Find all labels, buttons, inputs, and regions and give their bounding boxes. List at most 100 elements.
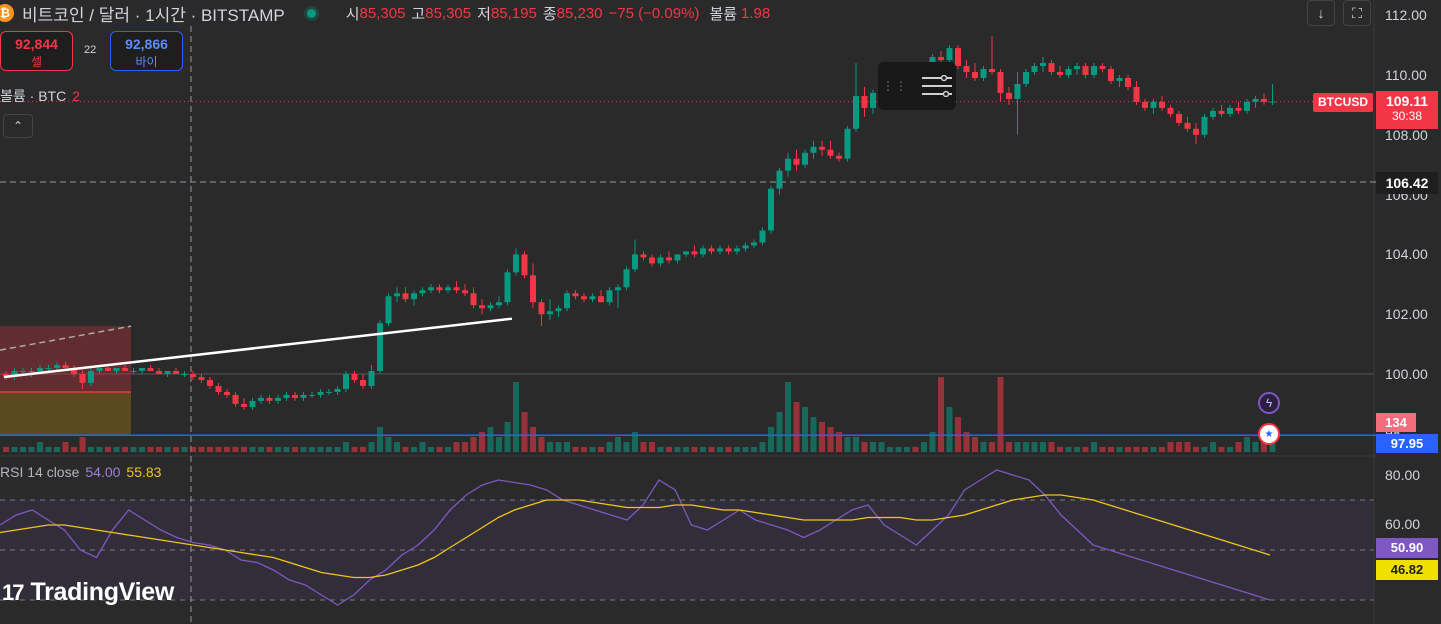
- volume-bar: [547, 442, 553, 452]
- symbol-header: ₿ 비트코인 / 달러 · 1시간 · BITSTAMP 시 85,305 고 85…: [0, 0, 770, 26]
- sell-label: 셀: [30, 55, 43, 69]
- volume-bar: [1269, 437, 1276, 452]
- volume-bar: [1218, 447, 1225, 452]
- candle-body: [360, 379, 366, 386]
- volume-bar: [963, 432, 970, 452]
- candle-body: [20, 371, 26, 373]
- candle-body: [1091, 66, 1097, 75]
- bitcoin-icon: ₿: [0, 4, 14, 22]
- volume-bar: [564, 442, 570, 452]
- volume-bar: [28, 447, 35, 452]
- volume-bar: [538, 437, 545, 452]
- volume-bar: [232, 447, 239, 452]
- event-flash-icon[interactable]: ϟ: [1258, 392, 1280, 414]
- candle-body: [462, 290, 468, 294]
- candle-body: [351, 374, 358, 380]
- volume-bar: [861, 442, 868, 452]
- candle-body: [445, 287, 451, 291]
- candle-body: [241, 403, 247, 407]
- volume-bar: [581, 447, 587, 452]
- volume-bar: [130, 447, 137, 452]
- volume-bar: [1159, 447, 1165, 452]
- bar-countdown: 30:38: [1391, 109, 1423, 123]
- candle-body: [1048, 63, 1055, 73]
- candle-body: [1159, 101, 1165, 108]
- price-axis-label: 108.00: [1385, 127, 1428, 143]
- rsi-legend[interactable]: RSI 14 close 54.00 55.83: [0, 464, 161, 480]
- tradingview-logo-text: TradingView: [30, 578, 174, 606]
- volume-bar: [1125, 447, 1131, 452]
- candle-body: [793, 158, 800, 165]
- candle-body: [1252, 98, 1259, 102]
- volume-bar: [428, 447, 434, 452]
- volume-bar: [751, 447, 757, 452]
- candle-body: [1201, 116, 1208, 135]
- volume-bar: [649, 442, 655, 452]
- candle-body: [1269, 101, 1276, 103]
- volume-legend[interactable]: 볼륨 · BTC 2: [0, 86, 80, 106]
- candle-body: [402, 293, 409, 300]
- candle-body: [266, 397, 273, 401]
- download-button[interactable]: ↓: [1307, 0, 1335, 26]
- volume-bar: [45, 447, 52, 452]
- candle-body: [759, 230, 766, 243]
- candle-body: [96, 368, 103, 372]
- volume-bar: [326, 447, 332, 452]
- candle-body: [62, 365, 69, 369]
- close-value: 85,230: [556, 4, 603, 22]
- candle-body: [283, 394, 290, 398]
- volume-tag: 134: [1376, 413, 1416, 432]
- volume-bar: [1006, 442, 1012, 452]
- volume-bar: [334, 447, 341, 452]
- candle-body: [1167, 107, 1174, 114]
- fullscreen-button[interactable]: ⛶: [1343, 0, 1371, 26]
- settings-sliders-icon[interactable]: [922, 75, 952, 97]
- tradingview-logo[interactable]: 17 TradingView: [2, 578, 174, 607]
- candle-body: [521, 254, 528, 276]
- volume-bar: [1210, 442, 1216, 452]
- volume-bar: [487, 427, 494, 452]
- buy-button[interactable]: 92,866 바이: [110, 31, 183, 71]
- rsi-value-tag: 50.90: [1376, 538, 1438, 558]
- candle-body: [1142, 101, 1148, 108]
- candle-body: [623, 269, 630, 288]
- volume-value: 1.98: [741, 4, 771, 22]
- candle-body: [708, 248, 715, 252]
- market-status-icon[interactable]: [306, 8, 316, 18]
- close-label: 종: [542, 5, 557, 23]
- volume-bar: [921, 442, 927, 452]
- candle-body: [1218, 110, 1225, 114]
- candle-body: [674, 254, 681, 261]
- candle-body: [581, 296, 587, 300]
- arrow-down-icon: ↓: [1317, 5, 1325, 21]
- drawing-toolbar[interactable]: ⋮⋮: [878, 62, 956, 110]
- candle-body: [164, 371, 171, 374]
- candle-body: [377, 323, 383, 372]
- collapse-button[interactable]: ⌃: [3, 114, 33, 138]
- volume-bar: [351, 447, 358, 452]
- volume-bar: [173, 447, 179, 452]
- candle-body: [776, 170, 783, 189]
- symbol-title[interactable]: 비트코인 / 달러 · 1시간 · BITSTAMP: [22, 5, 285, 25]
- volume-bar: [674, 447, 681, 452]
- volume-bar: [1244, 437, 1250, 452]
- sell-button[interactable]: 92,844 셀: [0, 31, 73, 71]
- candle-body: [190, 374, 196, 377]
- volume-bar: [394, 442, 400, 452]
- volume-bar: [1099, 447, 1106, 452]
- candle-body: [504, 272, 511, 303]
- candle-body: [513, 254, 519, 273]
- drag-handle-icon[interactable]: ⋮⋮: [882, 79, 908, 93]
- us-flag-event-icon[interactable]: ★: [1258, 423, 1280, 445]
- volume-bar: [79, 437, 86, 452]
- volume-bar: [1261, 442, 1267, 452]
- candle-body: [428, 287, 434, 291]
- volume-bar: [20, 447, 26, 452]
- candle-body: [79, 374, 86, 383]
- candle-body: [861, 95, 868, 108]
- volume-bar: [1074, 447, 1080, 452]
- rsi-legend-value: 54.00: [85, 464, 121, 480]
- volume-bar: [912, 447, 919, 452]
- volume-bar: [878, 442, 885, 452]
